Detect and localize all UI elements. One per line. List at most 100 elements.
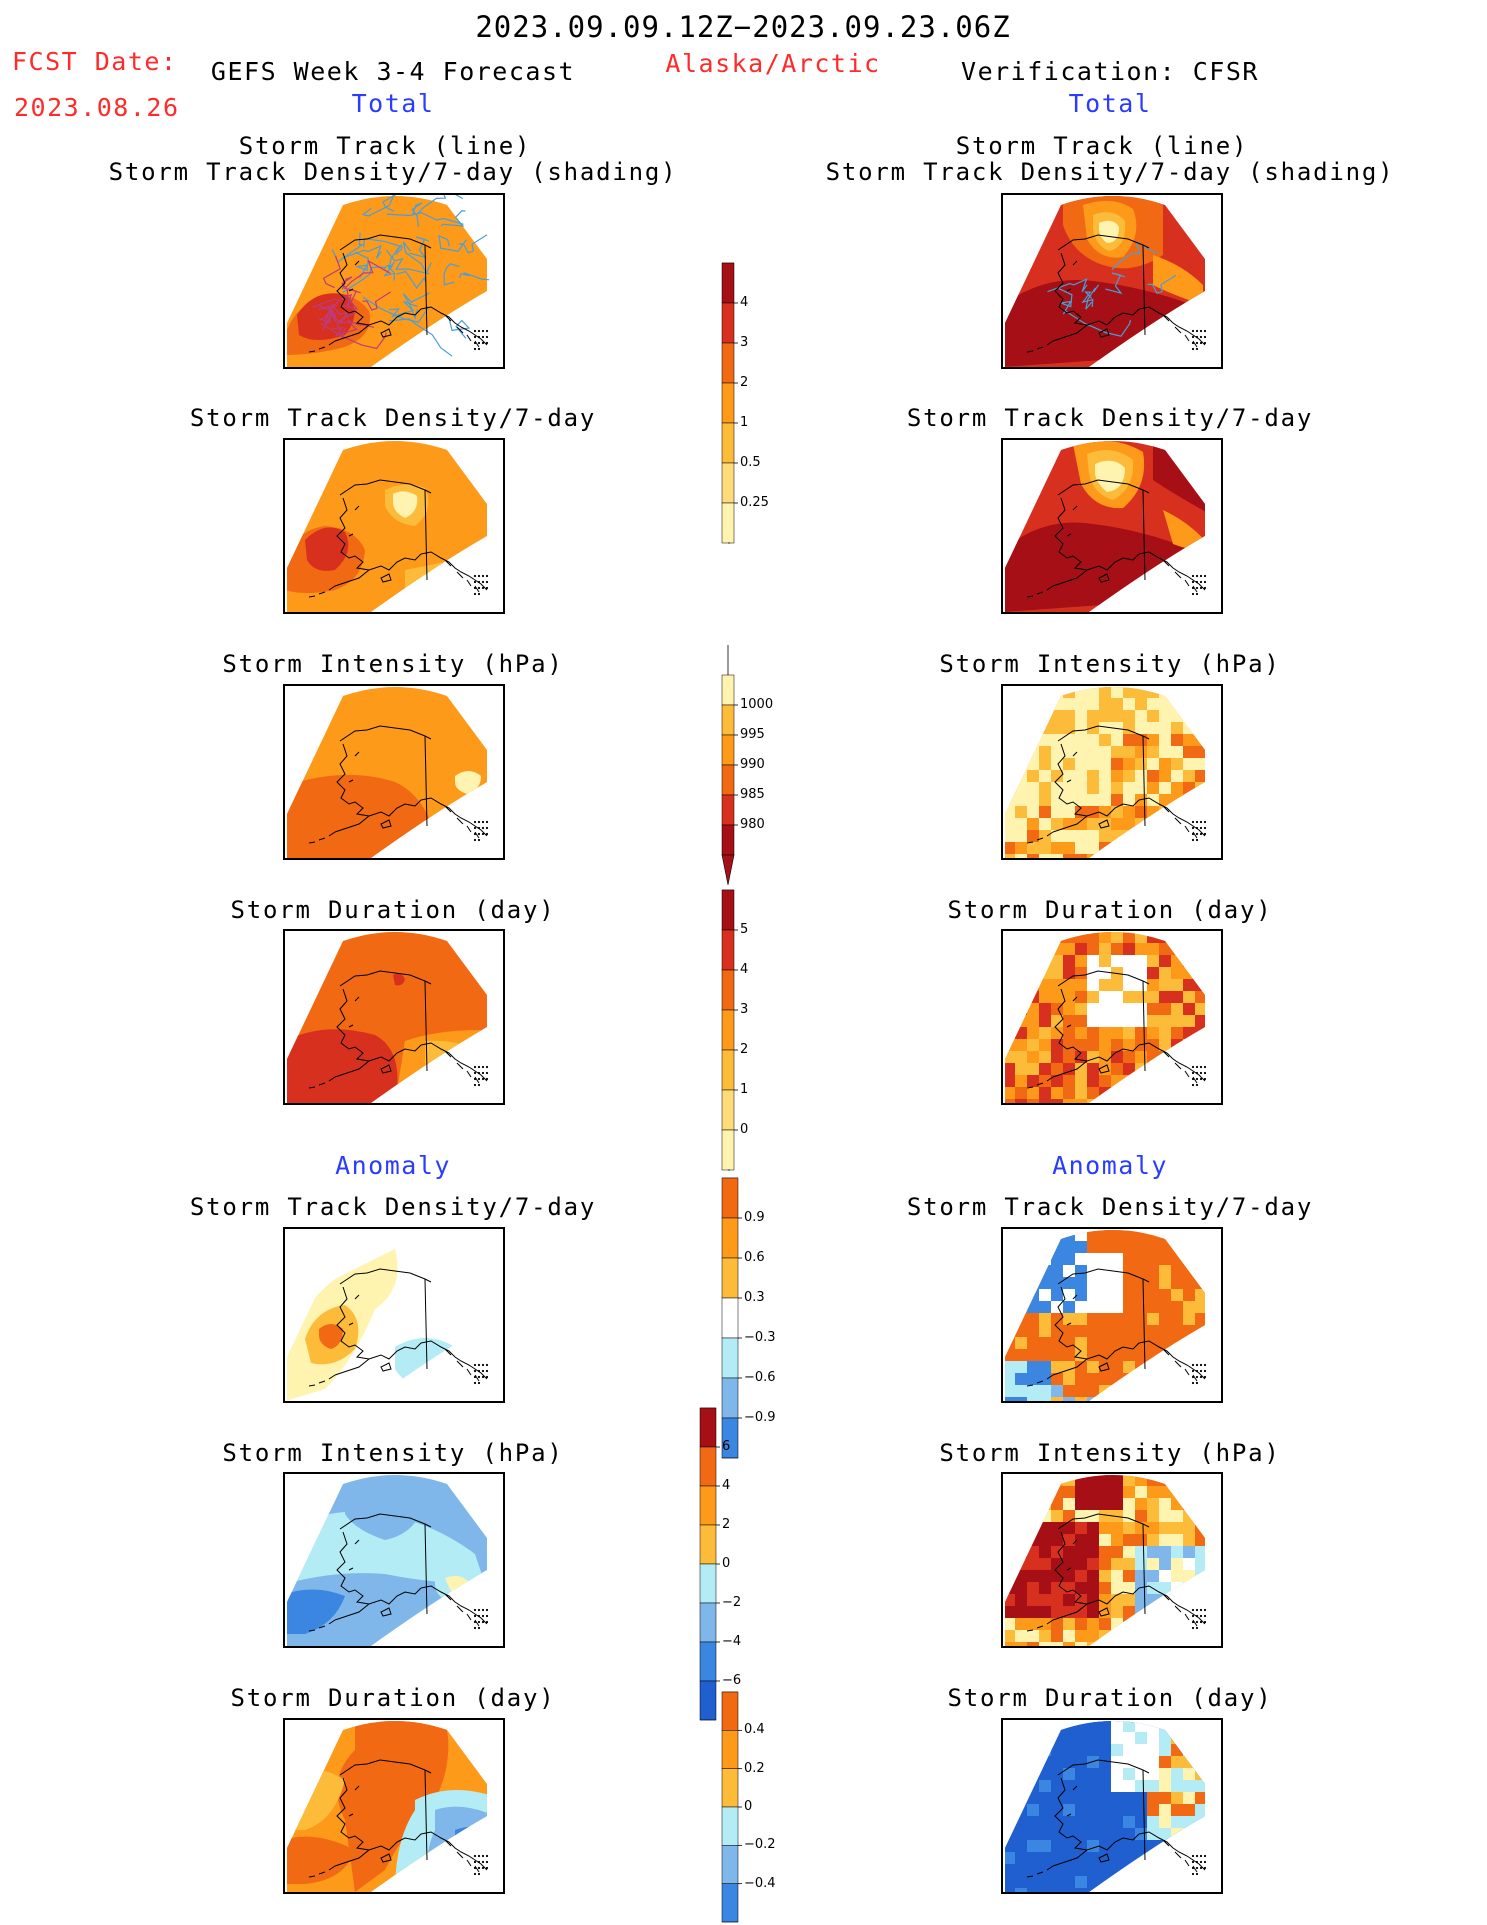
grid-cell: [1015, 1630, 1027, 1642]
grid-cell: [1147, 818, 1159, 830]
grid-cell: [1005, 979, 1015, 991]
grid-cell: [1159, 1075, 1171, 1087]
left-intensity-title: Storm Intensity (hPa): [222, 650, 564, 678]
grid-cell: [1075, 687, 1087, 698]
grid-cell: [1219, 818, 1221, 830]
grid-cell: [1015, 1099, 1027, 1103]
grid-cell: [1099, 1385, 1111, 1397]
grid-cell: [1147, 746, 1159, 758]
grid-cell: [1123, 687, 1135, 698]
grid-cell: [1147, 734, 1159, 746]
grid-cell: [1219, 806, 1221, 818]
grid-cell: [1147, 955, 1159, 967]
grid-cell: [1123, 1075, 1135, 1087]
grid-cell: [1183, 687, 1195, 698]
grid-cell: [1015, 1039, 1027, 1051]
grid-cell: [1063, 1780, 1075, 1792]
grid-cell: [1183, 1876, 1195, 1888]
grid-cell: [1183, 746, 1195, 758]
grid-cell: [1027, 1385, 1039, 1397]
grid-cell: [1063, 830, 1075, 842]
grid-cell: [1183, 1546, 1195, 1558]
grid-cell: [1087, 1888, 1099, 1892]
grid-cell: [1147, 687, 1159, 698]
grid-cell: [1123, 1313, 1135, 1325]
grid-cell: [1207, 1618, 1219, 1630]
colorbar-segment: [721, 674, 735, 706]
grid-cell: [1195, 1265, 1205, 1277]
grid-cell: [1005, 1816, 1015, 1828]
grid-cell: [1027, 1546, 1039, 1558]
grid-cell: [1087, 1015, 1099, 1027]
grid-cell: [1183, 1265, 1195, 1277]
grid-cell: [1039, 967, 1051, 979]
grid-cell: [1087, 1087, 1099, 1099]
grid-cell: [1195, 1732, 1205, 1744]
grid-cell: [1171, 854, 1183, 858]
grid-cell: [1087, 1253, 1099, 1265]
grid-cell: [1051, 1594, 1063, 1606]
grid-cell: [1207, 1792, 1219, 1804]
grid-cell: [1051, 991, 1063, 1003]
right-anom-intensity-title: Storm Intensity (hPa): [939, 1439, 1281, 1467]
grid-cell: [1015, 1230, 1027, 1241]
grid-cell: [1027, 943, 1039, 955]
grid-cell: [1123, 1373, 1135, 1385]
grid-cell: [1195, 1486, 1205, 1498]
grid-cell: [1075, 758, 1087, 770]
grid-cell: [1027, 1373, 1039, 1385]
grid-cell: [1015, 1325, 1027, 1337]
grid-cell: [1123, 1277, 1135, 1289]
grid-cell: [1123, 955, 1135, 967]
contour-region: [1095, 460, 1125, 492]
grid-cell: [1111, 1546, 1123, 1558]
grid-cell: [1123, 1852, 1135, 1864]
grid-cell: [1123, 1325, 1135, 1337]
colorbar-tick-label: −0.4: [744, 1875, 776, 1891]
grid-cell: [1063, 1606, 1075, 1618]
grid-cell: [1147, 1732, 1159, 1744]
grid-cell: [1147, 1385, 1159, 1397]
grid-cell: [1051, 1721, 1063, 1732]
grid-cell: [1027, 967, 1039, 979]
grid-cell: [1135, 1888, 1147, 1892]
grid-cell: [1087, 782, 1099, 794]
grid-cell: [1207, 943, 1219, 955]
grid-cell: [1159, 1337, 1171, 1349]
colorbar-tick-label: 1: [740, 1082, 749, 1097]
grid-cell: [1099, 1313, 1111, 1325]
grid-cell: [1075, 1888, 1087, 1892]
grid-cell: [1135, 1792, 1147, 1804]
grid-cell: [1159, 1804, 1171, 1816]
grid-cell: [1207, 1087, 1219, 1099]
grid-cell: [1027, 770, 1039, 782]
grid-cell: [1075, 722, 1087, 734]
grid-cell: [1063, 1534, 1075, 1546]
grid-cell: [1063, 782, 1075, 794]
grid-cell: [1171, 1039, 1183, 1051]
coastline: [1026, 234, 1207, 353]
grid-cell: [1063, 1792, 1075, 1804]
grid-cell: [1005, 1289, 1015, 1301]
grid-cell: [1183, 991, 1195, 1003]
grid-cell: [1147, 1027, 1159, 1039]
grid-cell: [1015, 1546, 1027, 1558]
grid-cell: [1111, 1840, 1123, 1852]
grid-cell: [1027, 794, 1039, 806]
grid-cell: [1099, 1087, 1111, 1099]
grid-cell: [1099, 1840, 1111, 1852]
grid-cell: [1087, 1099, 1099, 1103]
grid-cell: [1005, 1780, 1015, 1792]
grid-cell: [1099, 1253, 1111, 1265]
grid-cell: [1087, 854, 1099, 858]
grid-cell: [1171, 1828, 1183, 1840]
grid-cell: [1207, 842, 1219, 854]
grid-cell: [1147, 1534, 1159, 1546]
grid-cell: [1075, 734, 1087, 746]
grid-cell: [1005, 1804, 1015, 1816]
grid-cell: [1099, 794, 1111, 806]
grid-cell: [1183, 1732, 1195, 1744]
grid-cell: [1087, 806, 1099, 818]
grid-cell: [1135, 1099, 1147, 1103]
grid-cell: [1111, 1325, 1123, 1337]
